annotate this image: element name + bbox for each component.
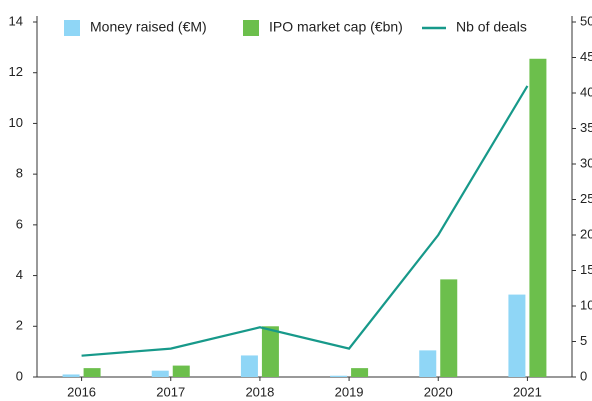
- y-tick-label: 14: [9, 13, 23, 28]
- x-tick-label: 2017: [156, 384, 185, 399]
- y-tick-label: 6: [16, 216, 23, 231]
- bar: [172, 365, 190, 377]
- bar: [419, 350, 437, 377]
- y2-tick-label: 10: [580, 297, 592, 312]
- bar: [351, 368, 369, 377]
- legend-label: IPO market cap (€bn): [269, 19, 403, 35]
- bar: [83, 368, 101, 377]
- x-tick-label: 2021: [513, 384, 542, 399]
- bar: [508, 294, 526, 377]
- y2-tick-label: 35: [580, 120, 592, 135]
- x-tick-label: 2019: [335, 384, 364, 399]
- y2-tick-label: 5: [580, 333, 587, 348]
- y2-tick-label: 50: [580, 13, 592, 28]
- y2-tick-label: 20: [580, 226, 592, 241]
- bar: [529, 58, 547, 378]
- y2-tick-label: 30: [580, 155, 592, 170]
- y2-tick-label: 25: [580, 191, 592, 206]
- line: [81, 85, 529, 357]
- y2-tick-label: 40: [580, 84, 592, 99]
- legend-label: Money raised (€M): [90, 19, 207, 35]
- bar: [151, 370, 169, 377]
- legend-swatch: [243, 20, 259, 36]
- x-tick-label: 2016: [67, 384, 96, 399]
- y2-tick-label: 45: [580, 49, 592, 64]
- bar: [330, 375, 348, 377]
- y-tick-label: 0: [16, 368, 23, 383]
- y2-tick-label: 15: [580, 262, 592, 277]
- y2-tick-label: 0: [580, 368, 587, 383]
- y-tick-label: 10: [9, 115, 23, 130]
- bar: [440, 279, 458, 377]
- bar: [261, 326, 279, 377]
- bar: [240, 355, 258, 377]
- x-tick-label: 2020: [424, 384, 453, 399]
- y-tick-label: 2: [16, 318, 23, 333]
- legend-swatch: [64, 20, 80, 36]
- y-tick-label: 4: [16, 267, 23, 282]
- legend-label: Nb of deals: [456, 19, 527, 35]
- y-tick-label: 12: [9, 64, 23, 79]
- bar: [62, 374, 80, 377]
- x-tick-label: 2018: [245, 384, 274, 399]
- y-tick-label: 8: [16, 166, 23, 181]
